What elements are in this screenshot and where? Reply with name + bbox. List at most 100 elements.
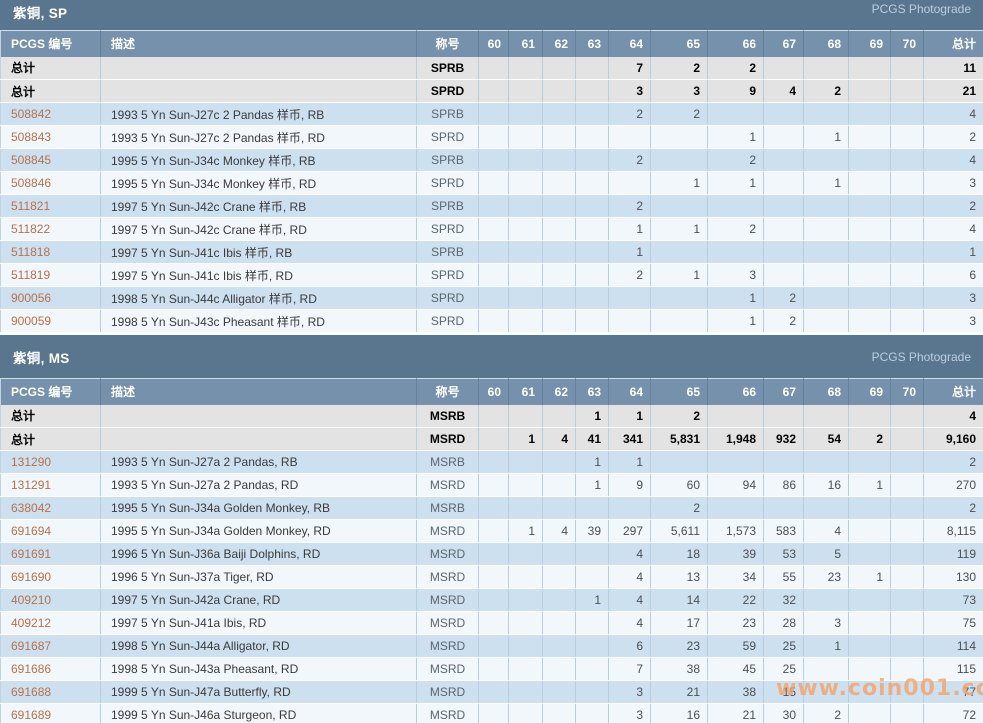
- pcgs-number-link[interactable]: 511821: [11, 199, 51, 213]
- pcgs-number-link[interactable]: 900059: [11, 314, 52, 328]
- grade-70-cell: [890, 102, 924, 126]
- grade-70-cell: [890, 588, 924, 612]
- pcgs-number-cell: 511818: [0, 240, 101, 264]
- grade-65-cell: [650, 309, 708, 333]
- section-header-ms: 紫铜, MS PCGS Photograde: [0, 335, 983, 378]
- grade-70-cell: [890, 125, 924, 149]
- grade-69-cell: 2: [848, 427, 891, 451]
- column-header-62: 62: [542, 378, 576, 405]
- grade-65-cell: 1: [650, 171, 708, 195]
- pcgs-number-link[interactable]: 691687: [11, 639, 52, 653]
- designation-cell: SPRD: [416, 125, 479, 149]
- pcgs-number-cell: 638042: [0, 496, 101, 520]
- grade-62-cell: [542, 657, 576, 681]
- grade-68-cell: [803, 450, 849, 474]
- designation-cell: SPRD: [416, 217, 479, 241]
- pcgs-number-link[interactable]: 508846: [11, 176, 52, 190]
- coin-description: 1996 5 Yn Sun-J36a Baiji Dolphins, RD: [100, 542, 417, 566]
- grade-69-cell: [848, 217, 891, 241]
- total-label: 总计: [0, 56, 101, 80]
- grade-66-cell: [707, 450, 764, 474]
- grade-66-cell: 1,573: [707, 519, 764, 543]
- designation-cell: MSRD: [416, 611, 479, 635]
- pcgs-number-link[interactable]: 409212: [11, 616, 52, 630]
- pcgs-number-link[interactable]: 691694: [11, 524, 52, 538]
- grade-62-cell: [542, 588, 576, 612]
- grade-63-cell: 1: [575, 450, 609, 474]
- grade-70-cell: [890, 427, 924, 451]
- designation-cell: MSRD: [416, 634, 479, 658]
- grade-63-cell: [575, 657, 609, 681]
- photograde-link[interactable]: PCGS Photograde: [871, 349, 971, 364]
- grade-68-cell: [803, 588, 849, 612]
- grade-66-cell: 1: [707, 309, 764, 333]
- grade-60-cell: [478, 194, 509, 218]
- pcgs-number-link[interactable]: 508843: [11, 130, 52, 144]
- grade-62-cell: [542, 102, 576, 126]
- pcgs-number-link[interactable]: 508845: [11, 153, 52, 167]
- designation-cell: MSRD: [416, 519, 479, 543]
- grade-61-cell: [508, 611, 543, 635]
- pcgs-number-link[interactable]: 691691: [11, 547, 52, 561]
- column-header-70: 70: [890, 30, 924, 57]
- grade-67-cell: 25: [763, 657, 804, 681]
- pcgs-number-link[interactable]: 511822: [11, 222, 51, 236]
- grade-68-cell: [803, 404, 849, 428]
- grade-69-cell: [848, 519, 891, 543]
- pcgs-number-cell: 409210: [0, 588, 101, 612]
- pcgs-number-link[interactable]: 508842: [11, 107, 52, 121]
- grade-69-cell: 1: [848, 565, 891, 589]
- grade-67-cell: 4: [763, 79, 804, 103]
- column-header-69: 69: [848, 378, 891, 405]
- pcgs-number-link[interactable]: 511818: [11, 245, 51, 259]
- total-count-cell: 11: [923, 56, 983, 80]
- grade-60-cell: [478, 404, 509, 428]
- grade-69-cell: [848, 56, 891, 80]
- coin-description: 1993 5 Yn Sun-J27a 2 Pandas, RB: [100, 450, 417, 474]
- pcgs-number-link[interactable]: 900056: [11, 291, 52, 305]
- grade-64-cell: 7: [608, 657, 651, 681]
- pcgs-number-cell: 131291: [0, 473, 101, 497]
- grade-61-cell: [508, 588, 543, 612]
- pcgs-number-link[interactable]: 691688: [11, 685, 52, 699]
- coin-description: 1995 5 Yn Sun-J34a Golden Monkey, RB: [100, 496, 417, 520]
- pcgs-number-link[interactable]: 131291: [11, 478, 52, 492]
- pcgs-number-link[interactable]: 511819: [11, 268, 51, 282]
- coin-description: 1999 5 Yn Sun-J46a Sturgeon, RD: [100, 703, 417, 723]
- grade-67-cell: 86: [763, 473, 804, 497]
- pcgs-number-link[interactable]: 131290: [11, 455, 52, 469]
- grade-61-cell: [508, 148, 543, 172]
- grade-65-cell: 16: [650, 703, 708, 723]
- pcgs-number-cell: 508846: [0, 171, 101, 195]
- grade-69-cell: [848, 611, 891, 635]
- column-header-66: 66: [707, 378, 764, 405]
- coin-row: 508843 1993 5 Yn Sun-J27c 2 Pandas 样币, RD…: [0, 125, 983, 149]
- pcgs-number-link[interactable]: 638042: [11, 501, 52, 515]
- coin-description: [100, 56, 417, 80]
- coin-description: 1998 5 Yn Sun-J44a Alligator, RD: [100, 634, 417, 658]
- grade-62-cell: [542, 217, 576, 241]
- total-label: 总计: [0, 427, 101, 451]
- column-header-row: PCGS 编号 描述 称号 60 61 62 63 64 65 66 67 68 69 70 总计: [0, 30, 983, 57]
- designation-cell: MSRB: [416, 450, 479, 474]
- pcgs-number-link[interactable]: 409210: [11, 593, 52, 607]
- grade-69-cell: [848, 194, 891, 218]
- pcgs-number-link[interactable]: 691686: [11, 662, 52, 676]
- grade-64-cell: 9: [608, 473, 651, 497]
- grade-67-cell: [763, 263, 804, 287]
- grade-64-cell: 4: [608, 611, 651, 635]
- column-header-64: 64: [608, 378, 651, 405]
- coin-description: 1993 5 Yn Sun-J27a 2 Pandas, RD: [100, 473, 417, 497]
- pcgs-number-link[interactable]: 691689: [11, 708, 52, 722]
- photograde-link[interactable]: PCGS Photograde: [871, 2, 971, 16]
- grade-68-cell: 4: [803, 519, 849, 543]
- grade-60-cell: [478, 148, 509, 172]
- total-count-cell: 8,115: [923, 519, 983, 543]
- coin-description: 1997 5 Yn Sun-J41c Ibis 样币, RD: [100, 263, 417, 287]
- grade-60-cell: [478, 56, 509, 80]
- grade-64-cell: 4: [608, 588, 651, 612]
- pcgs-number-link[interactable]: 691690: [11, 570, 52, 584]
- grade-67-cell: [763, 102, 804, 126]
- grade-62-cell: [542, 125, 576, 149]
